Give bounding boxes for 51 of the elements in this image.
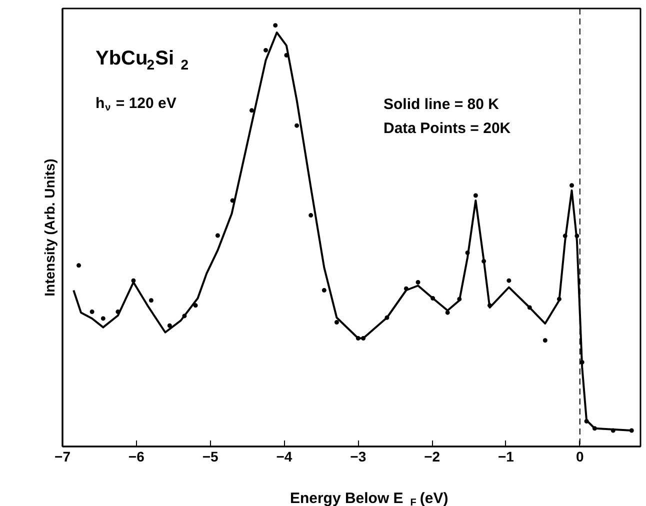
point (580, 360, 584, 365)
point (482, 258, 486, 264)
point (610, 428, 616, 433)
point (384, 315, 390, 320)
point (249, 108, 254, 113)
point (416, 280, 420, 284)
y-axis-title: Intensity (Arb. Units) (42, 158, 58, 296)
x-tick-label: −7 (54, 448, 71, 464)
annotation: Data Points = 20K (384, 120, 511, 137)
point (334, 320, 339, 325)
point (322, 288, 326, 292)
point (542, 338, 548, 343)
point (308, 213, 314, 218)
x-tick-label: −6 (128, 448, 145, 464)
point (430, 296, 436, 300)
point (404, 286, 408, 291)
point (361, 336, 366, 341)
x-tick-label: −3 (350, 448, 366, 464)
point (148, 298, 154, 303)
x-tick-label: −5 (202, 448, 219, 464)
point (574, 234, 580, 238)
point (76, 263, 82, 268)
point (527, 305, 532, 310)
point (562, 234, 568, 238)
point (182, 314, 187, 318)
x-tick-label: −2 (424, 448, 440, 464)
point (131, 278, 136, 283)
point (584, 418, 589, 424)
annotation: Solid line = 80 K (384, 96, 500, 113)
point (457, 296, 462, 302)
x-tick-label: −4 (276, 448, 292, 464)
x-tick-label: −1 (498, 448, 514, 464)
point (193, 303, 198, 308)
point (167, 323, 172, 328)
point (445, 310, 450, 315)
point (629, 428, 634, 433)
point (592, 426, 597, 431)
point (506, 278, 512, 283)
point (465, 250, 470, 256)
point (215, 233, 220, 238)
point (294, 123, 300, 128)
point (273, 23, 278, 28)
point (356, 336, 360, 341)
point (100, 316, 106, 321)
point (487, 303, 492, 308)
x-tick-label: 0 (576, 448, 584, 464)
point (473, 193, 478, 198)
point (570, 183, 574, 188)
point (264, 48, 268, 52)
point (556, 296, 562, 302)
point (90, 309, 94, 314)
